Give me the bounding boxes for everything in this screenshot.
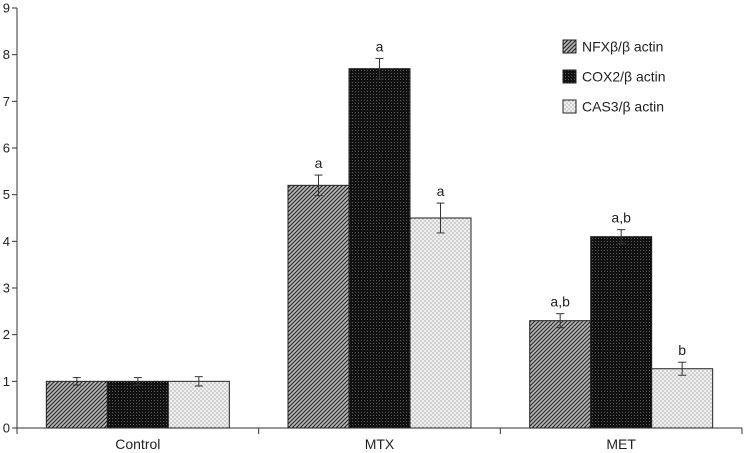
data-label: a,b: [611, 210, 631, 226]
x-axis: Control MTX MET: [16, 427, 743, 452]
data-label: a,b: [550, 294, 570, 310]
bar: [45, 380, 108, 429]
bar: [106, 380, 169, 429]
data-label: b: [678, 342, 686, 358]
x-tick-label: MTX: [365, 436, 395, 452]
data-label: a: [315, 155, 323, 171]
y-tick-label: 4: [3, 234, 10, 249]
y-tick-label: 8: [3, 47, 10, 62]
bar: [167, 380, 230, 429]
bar: [287, 184, 350, 429]
bar: [409, 217, 472, 429]
data-label: a: [376, 38, 384, 54]
legend-label: COX2/β actin: [582, 69, 666, 85]
x-tick-label: Control: [115, 436, 160, 452]
y-tick-label: 6: [3, 141, 10, 156]
y-axis: 0 1 2 3 4 5 6 7 8 9: [3, 1, 18, 436]
y-tick-label: 9: [3, 1, 10, 16]
legend-swatch: [562, 99, 577, 114]
y-tick-label: 7: [3, 94, 10, 109]
x-tick-label: MET: [606, 436, 636, 452]
y-tick-label: 1: [3, 374, 10, 389]
bar: [348, 68, 411, 429]
legend-swatch: [562, 39, 577, 54]
bar: [529, 320, 592, 429]
legend-swatch: [562, 69, 577, 84]
data-label: a: [437, 183, 445, 199]
y-tick-label: 3: [3, 281, 10, 296]
bar: [590, 236, 653, 429]
y-tick-label: 2: [3, 327, 10, 342]
y-tick-label: 0: [3, 421, 10, 436]
legend: NFXβ/β actin COX2/β actin CAS3/β actin: [562, 39, 666, 115]
legend-label: CAS3/β actin: [582, 99, 664, 115]
y-tick-label: 5: [3, 187, 10, 202]
bars-group: a a a a,b a,b b: [45, 38, 714, 429]
bar: [651, 368, 714, 429]
legend-label: NFXβ/β actin: [582, 39, 663, 55]
